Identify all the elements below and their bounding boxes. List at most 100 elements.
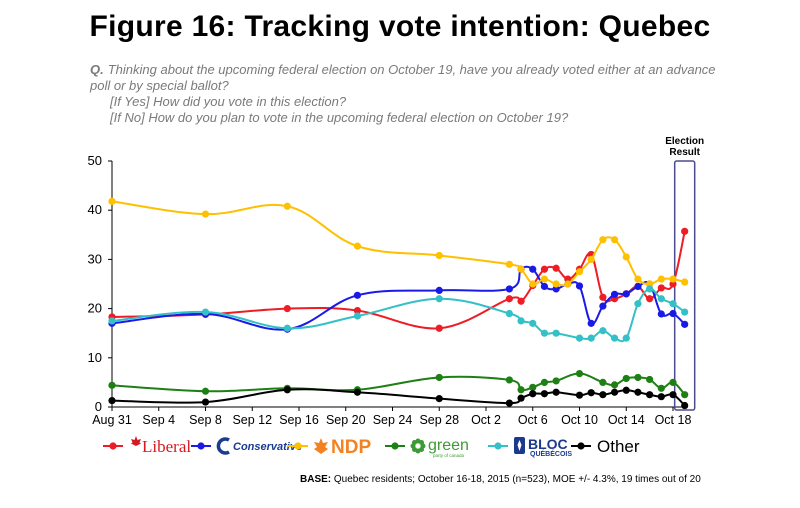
y-tick-label: 20 — [88, 301, 102, 316]
data-point — [552, 280, 560, 288]
data-point — [646, 391, 654, 399]
data-point — [646, 295, 654, 303]
data-point — [564, 275, 572, 283]
data-point — [517, 265, 525, 273]
legend-text: Other — [597, 437, 640, 456]
legend-text: green — [428, 437, 469, 454]
data-point — [108, 397, 116, 405]
data-point — [353, 242, 362, 250]
data-point — [622, 253, 630, 261]
data-point — [669, 378, 677, 386]
data-point — [599, 391, 607, 399]
data-point — [540, 329, 549, 337]
data-point — [505, 285, 513, 293]
legend-item-other: Other — [571, 437, 640, 456]
ndp-leaf-shape — [314, 438, 328, 454]
data-point — [634, 388, 642, 396]
chart-title: Figure 16: Tracking vote intention: Queb… — [89, 10, 711, 43]
x-tick-label: Sep 8 — [189, 413, 222, 427]
x-tick-label: Oct 6 — [518, 413, 548, 427]
data-point — [108, 317, 116, 325]
data-point — [540, 390, 549, 398]
data-point — [622, 386, 630, 394]
petal — [419, 439, 425, 445]
series-line — [111, 200, 685, 287]
fleur-shape — [517, 440, 522, 451]
base-note: BASE: Quebec residents; October 16-18, 2… — [300, 474, 701, 485]
data-point — [517, 297, 525, 305]
data-point — [529, 319, 537, 327]
data-point — [353, 291, 362, 299]
data-point — [681, 278, 689, 286]
ndp-leaf-icon — [314, 438, 328, 454]
data-point — [587, 334, 595, 342]
data-point — [283, 324, 291, 332]
series-line — [111, 265, 686, 331]
data-point — [587, 255, 595, 263]
data-point — [634, 275, 642, 283]
data-point — [353, 306, 362, 315]
data-point — [552, 264, 560, 272]
data-point — [681, 320, 689, 328]
data-point — [599, 327, 607, 335]
data-point — [505, 295, 513, 303]
data-point — [435, 295, 443, 303]
data-point — [529, 280, 537, 288]
data-point — [610, 334, 619, 342]
data-point — [634, 300, 642, 308]
data-point — [669, 391, 677, 399]
data-point — [540, 378, 549, 386]
base-label: BASE: — [300, 474, 332, 485]
y-tick-label: 40 — [88, 202, 102, 217]
data-point — [575, 268, 584, 276]
data-point — [587, 319, 595, 327]
data-point — [108, 197, 116, 205]
election-result-label: Election — [665, 136, 704, 147]
data-point — [435, 251, 443, 260]
data-point — [681, 401, 689, 410]
x-tick-label: Oct 2 — [471, 413, 501, 427]
data-point — [622, 374, 630, 383]
legend-subtext: QUÉBÉCOIS — [530, 449, 572, 458]
data-point — [552, 285, 560, 293]
legend-text: BLOC — [528, 436, 568, 452]
data-point — [610, 290, 619, 298]
data-point — [529, 383, 537, 391]
data-point — [669, 275, 677, 283]
data-point — [599, 378, 607, 386]
data-point — [517, 386, 525, 394]
data-point — [540, 265, 549, 273]
data-point — [517, 317, 525, 325]
legend-text: Liberal — [142, 437, 191, 456]
data-point — [657, 284, 665, 292]
series-ndp — [108, 197, 689, 288]
data-point — [599, 302, 607, 310]
survey-question: Q. Thinking about the upcoming federal el… — [90, 62, 730, 126]
data-point — [529, 390, 537, 398]
data-point — [681, 308, 689, 316]
x-tick-label: Sep 4 — [142, 413, 175, 427]
data-point — [564, 280, 572, 288]
data-point — [646, 285, 654, 293]
bloc-fleur-icon — [514, 437, 525, 454]
x-tick-label: Sep 28 — [419, 413, 459, 427]
data-point — [505, 309, 513, 318]
data-point — [634, 373, 642, 382]
x-tick-label: Oct 10 — [561, 413, 598, 427]
conservative-c-icon — [216, 437, 230, 455]
data-point — [201, 308, 210, 316]
data-point — [505, 376, 513, 384]
legend-text: Conservative — [233, 441, 302, 453]
x-tick-label: Sep 12 — [232, 413, 272, 427]
data-point — [283, 202, 291, 210]
data-point — [552, 329, 560, 337]
data-point — [634, 282, 642, 291]
data-point — [669, 300, 677, 308]
series-line — [111, 372, 686, 396]
data-point — [505, 260, 513, 268]
x-tick-label: Sep 20 — [326, 413, 366, 427]
legend-marker — [197, 442, 205, 450]
legend-marker — [294, 442, 302, 450]
y-tick-label: 10 — [88, 350, 102, 365]
